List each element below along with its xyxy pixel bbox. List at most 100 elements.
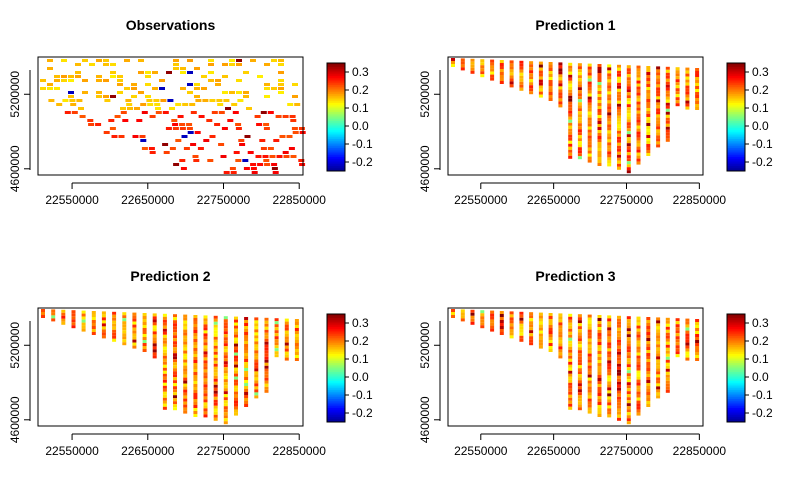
heatmap-cell bbox=[499, 326, 504, 329]
heatmap-cell bbox=[203, 408, 208, 412]
heatmap-cell bbox=[646, 84, 651, 87]
heatmap-cell bbox=[587, 350, 592, 354]
colorbar-segment bbox=[327, 400, 345, 403]
colorbar-segment bbox=[327, 380, 345, 383]
heatmap-cell bbox=[617, 405, 621, 409]
heatmap-cell bbox=[145, 95, 151, 98]
heatmap-cell bbox=[675, 333, 680, 337]
heatmap-cell bbox=[587, 93, 592, 97]
heatmap-cell bbox=[665, 105, 670, 109]
colorbar-segment bbox=[327, 323, 345, 326]
heatmap-cell bbox=[597, 405, 602, 408]
heatmap-cell bbox=[68, 79, 74, 82]
heatmap-cell bbox=[519, 332, 524, 336]
heatmap-cell bbox=[254, 362, 259, 366]
heatmap-cell bbox=[182, 103, 189, 106]
colorbar-segment bbox=[327, 77, 345, 80]
heatmap-cell bbox=[147, 103, 154, 106]
heatmap-cell bbox=[558, 340, 563, 344]
heatmap-cell bbox=[273, 139, 280, 142]
heatmap-cell bbox=[480, 313, 485, 317]
heatmap-cell bbox=[519, 66, 524, 70]
heatmap-cell bbox=[587, 144, 592, 148]
x-tick-label: 22650000 bbox=[121, 444, 175, 458]
heatmap-cell bbox=[152, 319, 157, 323]
colorbar-segment bbox=[327, 391, 345, 394]
heatmap-cell bbox=[48, 99, 55, 102]
colorbar-frame bbox=[726, 313, 746, 423]
heatmap-cell bbox=[656, 117, 661, 121]
heatmap-cell bbox=[203, 360, 208, 364]
heatmap-cell bbox=[577, 75, 582, 79]
heatmap-cell bbox=[607, 85, 612, 89]
heatmap-cell bbox=[656, 317, 661, 321]
heatmap-cell bbox=[132, 339, 137, 343]
heatmap-cell bbox=[187, 59, 193, 62]
heatmap-cell bbox=[529, 64, 534, 68]
heatmap-cell bbox=[685, 348, 690, 352]
heatmap-cell bbox=[577, 383, 582, 387]
heatmap-cell bbox=[646, 141, 651, 144]
heatmap-cell bbox=[234, 325, 238, 329]
heatmap-cell bbox=[568, 325, 573, 329]
colorbar-segment bbox=[327, 138, 345, 141]
heatmap-cell bbox=[656, 66, 661, 70]
heatmap-cell bbox=[183, 386, 188, 390]
heatmap-cell bbox=[193, 366, 198, 369]
heatmap-cell bbox=[577, 108, 582, 112]
heatmap-cell bbox=[223, 415, 228, 419]
heatmap-cell bbox=[234, 400, 238, 404]
heatmap-cell bbox=[617, 417, 621, 421]
heatmap-cell bbox=[577, 329, 582, 333]
colorbar-segment bbox=[327, 169, 345, 172]
heatmap-cell bbox=[193, 402, 198, 405]
colorbar-segment bbox=[327, 135, 345, 138]
colorbar-segment bbox=[727, 109, 745, 112]
colorbar-tick-label: 0.2 bbox=[352, 334, 369, 348]
colorbar-segment bbox=[727, 414, 745, 417]
heatmap-cell bbox=[203, 336, 208, 340]
heatmap-cell bbox=[278, 87, 284, 90]
heatmap-cell bbox=[529, 70, 534, 74]
heatmap-cell bbox=[203, 396, 208, 400]
heatmap-cell bbox=[244, 338, 249, 341]
colorbar-segment bbox=[327, 402, 345, 405]
heatmap-cell bbox=[665, 344, 670, 348]
colorbar-frame bbox=[326, 313, 346, 423]
heatmap-cell bbox=[568, 146, 573, 150]
heatmap-cell bbox=[193, 408, 198, 411]
heatmap-cell bbox=[577, 386, 582, 390]
colorbar-segment bbox=[327, 375, 345, 378]
heatmap-cell bbox=[597, 100, 602, 103]
heatmap-cell bbox=[665, 359, 670, 363]
heatmap-cell bbox=[206, 119, 213, 122]
heatmap-cell bbox=[568, 92, 573, 96]
heatmap-cell bbox=[568, 394, 573, 398]
colorbar-segment bbox=[727, 120, 745, 123]
heatmap-cell bbox=[284, 342, 289, 346]
heatmap-cell bbox=[213, 390, 218, 394]
heatmap-cell bbox=[597, 130, 602, 133]
heatmap-cell bbox=[646, 129, 651, 132]
colorbar-segment bbox=[327, 319, 345, 322]
heatmap-cell bbox=[665, 66, 670, 70]
heatmap-cell bbox=[264, 335, 269, 339]
colorbar-segment bbox=[327, 158, 345, 161]
colorbar-segment bbox=[327, 140, 345, 143]
heatmap-cell bbox=[597, 64, 602, 67]
colorbar-segment bbox=[727, 162, 745, 165]
heatmap-cell bbox=[617, 372, 621, 376]
heatmap-cell bbox=[597, 387, 602, 390]
heatmap-cell bbox=[685, 327, 690, 331]
heatmap-cell bbox=[577, 99, 582, 103]
heatmap-cell bbox=[234, 406, 238, 410]
colorbar-segment bbox=[727, 63, 745, 66]
heatmap-cell bbox=[636, 89, 641, 93]
heatmap-cell bbox=[193, 363, 198, 366]
colorbar-segment bbox=[327, 369, 345, 372]
heatmap-cell bbox=[103, 59, 109, 62]
heatmap-cell bbox=[587, 111, 592, 115]
heatmap-cell bbox=[626, 346, 631, 350]
heatmap-cell bbox=[244, 383, 249, 386]
heatmap-cell bbox=[607, 408, 612, 412]
